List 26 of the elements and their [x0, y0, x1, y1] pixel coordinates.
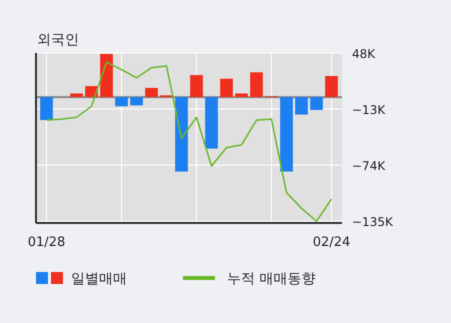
bar — [220, 78, 233, 98]
y-tick-label: 48K — [352, 47, 376, 61]
x-tick-label: 01/28 — [28, 235, 66, 250]
chart-title: 외국인 — [37, 32, 79, 48]
legend-label: 누적 매매동향 — [227, 271, 316, 287]
bar — [100, 54, 113, 98]
bar — [115, 97, 128, 106]
bar — [205, 97, 218, 149]
line-series — [46, 61, 332, 222]
bar — [70, 93, 83, 98]
bar — [40, 97, 53, 120]
bar — [325, 76, 338, 98]
y-tick-label: −13K — [352, 103, 386, 118]
bar — [145, 88, 158, 98]
y-tick-label: −74K — [352, 159, 386, 174]
bar — [280, 97, 293, 172]
bar — [295, 97, 308, 115]
bar — [310, 97, 323, 110]
bar — [130, 97, 143, 106]
legend-label: 일별매매 — [71, 271, 127, 287]
y-tick-label: −135K — [352, 215, 394, 230]
bar — [190, 75, 203, 98]
bar — [175, 97, 188, 172]
x-tick-label: 02/24 — [312, 235, 350, 250]
bar — [250, 72, 263, 98]
bar — [235, 93, 248, 98]
